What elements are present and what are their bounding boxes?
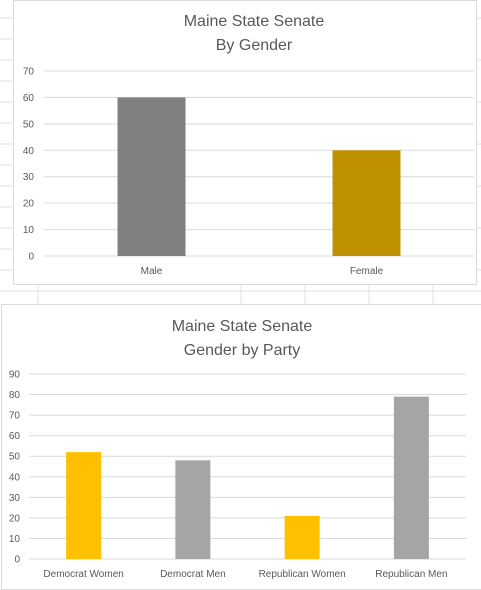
y-tick-label: 70 <box>23 67 35 78</box>
y-tick-label: 10 <box>23 225 35 236</box>
party-gender-chart-panel[interactable]: Maine State Senate Gender by Party 0 10 20… <box>1 304 481 590</box>
chart-title-line-2: By Gender <box>216 37 293 54</box>
gender-chart: Maine State Senate By Gender 0 10 20 30 40 50… <box>23 13 474 277</box>
chart-title-line-1: Maine State Senate <box>172 318 313 335</box>
x-category-label: Republican Women <box>259 569 346 580</box>
y-tick-label: 60 <box>23 93 35 104</box>
y-tick-label: 70 <box>9 411 21 422</box>
y-tick-label: 20 <box>23 199 35 210</box>
bar-republican-men[interactable] <box>393 396 429 559</box>
y-tick-label: 90 <box>9 370 21 381</box>
x-category-label: Female <box>350 266 384 277</box>
x-category-label: Male <box>141 266 163 277</box>
y-tick-label: 80 <box>9 390 21 401</box>
bar-democrat-women[interactable] <box>66 452 102 559</box>
chart-title-line-1: Maine State Senate <box>184 13 325 30</box>
y-tick-label: 0 <box>28 252 34 263</box>
bar-female[interactable] <box>332 150 401 256</box>
bar-male[interactable] <box>117 97 186 256</box>
x-category-label: Republican Men <box>375 569 447 580</box>
chart-title-line-2: Gender by Party <box>184 342 301 359</box>
y-tick-label: 30 <box>23 172 35 183</box>
y-tick-label: 10 <box>9 534 21 545</box>
y-tick-label: 50 <box>9 452 21 463</box>
y-tick-label: 40 <box>23 146 35 157</box>
y-tick-label: 60 <box>9 431 21 442</box>
y-tick-label: 40 <box>9 472 21 483</box>
bar-republican-women[interactable] <box>284 515 320 559</box>
x-category-label: Democrat Men <box>160 569 226 580</box>
y-tick-label: 0 <box>14 555 20 566</box>
y-tick-label: 50 <box>23 119 35 130</box>
gender-chart-panel[interactable]: Maine State Senate By Gender 0 10 20 30 40 50… <box>13 0 477 285</box>
party-gender-chart: Maine State Senate Gender by Party 0 10 20… <box>9 318 466 580</box>
y-tick-label: 20 <box>9 513 21 524</box>
y-tick-label: 30 <box>9 493 21 504</box>
x-category-label: Democrat Women <box>43 569 123 580</box>
bar-democrat-men[interactable] <box>175 460 211 559</box>
